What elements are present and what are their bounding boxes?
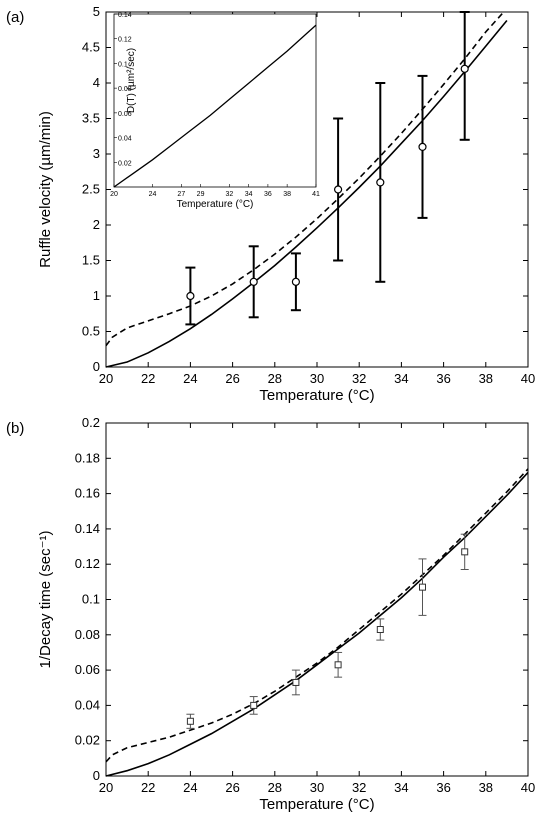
data-point	[186, 291, 195, 301]
data-point	[419, 583, 426, 591]
panel-label: (b)	[6, 420, 24, 437]
x-tick-label: 38	[479, 371, 493, 386]
y-tick-label: 0.08	[75, 627, 100, 642]
solid-curve	[105, 471, 529, 777]
inset-x-tick-label: 41	[312, 191, 320, 198]
y-tick-label: 0	[93, 768, 100, 783]
y-tick-label: 0.14	[75, 521, 100, 536]
x-tick-label: 28	[268, 780, 282, 795]
inset-y-tick-label: 0.14	[118, 12, 132, 19]
x-tick-label: 30	[310, 371, 324, 386]
plot-frame	[105, 422, 529, 777]
y-tick-label: 0	[93, 359, 100, 374]
inset-y-tick-label: 0.1	[118, 61, 128, 68]
x-tick-label: 40	[521, 371, 535, 386]
x-tick-label: 34	[394, 371, 408, 386]
x-tick-label: 30	[310, 780, 324, 795]
x-axis-label: Temperature (°C)	[259, 796, 374, 813]
data-point	[334, 661, 342, 669]
inset-curve	[113, 24, 317, 188]
inset-x-axis-label: Temperature (°C)	[177, 199, 254, 210]
y-tick-label: 3	[93, 146, 100, 161]
dashed-curve	[105, 11, 505, 347]
data-point	[460, 64, 469, 73]
x-tick-label: 26	[225, 371, 239, 386]
x-tick-label: 28	[268, 371, 282, 386]
data-point	[376, 626, 384, 634]
y-tick-label: 0.2	[82, 415, 100, 430]
inset-y-axis-label: D(T) (µm²/sec)	[126, 48, 137, 113]
y-tick-label: 0.18	[75, 450, 100, 465]
data-point	[291, 277, 300, 286]
chart-panel-b: 20 22 24 26 28 30 32 34 36 38 40 0 0.02 0.04 0.06 0.08 0…	[6, 415, 535, 813]
y-tick-label: 0.1	[82, 592, 100, 607]
x-tick-label: 36	[436, 371, 450, 386]
y-axis-label: 1/Decay time (sec⁻¹)	[37, 531, 54, 669]
data-point	[249, 277, 258, 286]
inset-y-tick-label: 0.04	[118, 136, 132, 143]
y-tick-label: 5	[93, 4, 100, 19]
y-tick-label: 4	[93, 75, 100, 90]
inset-x-tick-label: 27	[177, 191, 185, 198]
inset-y-tick-label: 0.08	[118, 86, 132, 93]
inset-y-tick-label: 0.02	[118, 160, 132, 167]
y-tick-label: 0.5	[82, 324, 100, 339]
x-tick-label: 24	[183, 371, 197, 386]
x-tick-label: 20	[99, 780, 113, 795]
inset-x-tick-label: 24	[149, 191, 157, 198]
x-tick-label: 34	[394, 780, 408, 795]
inset-plot: 20 24 27 29 32 34 36 38 41 0.02 0.04 0.06 0.08 0.1 0.1…	[110, 12, 320, 210]
inset-x-tick-label: 34	[245, 191, 253, 198]
inset-x-tick-label: 36	[264, 191, 272, 198]
inset-frame	[113, 13, 317, 188]
inset-y-tick-label: 0.06	[118, 111, 132, 118]
data-point	[334, 185, 343, 194]
y-tick-label: 1	[93, 288, 100, 303]
inset-x-tick-label: 38	[283, 191, 291, 198]
x-tick-label: 26	[225, 780, 239, 795]
y-tick-label: 4.5	[82, 40, 100, 55]
x-tick-label: 20	[99, 371, 113, 386]
inset-y-tick-label: 0.12	[118, 37, 132, 44]
y-tick-label: 0.04	[75, 697, 100, 712]
x-tick-label: 36	[436, 780, 450, 795]
y-tick-label: 1.5	[82, 253, 100, 268]
x-tick-label: 22	[141, 371, 155, 386]
x-tick-label: 22	[141, 780, 155, 795]
x-axis-label: Temperature (°C)	[259, 387, 374, 404]
data-point	[292, 678, 300, 686]
y-tick-label: 3.5	[82, 111, 100, 126]
x-tick-label: 32	[352, 371, 366, 386]
data-point	[376, 178, 385, 187]
y-axis-label: Ruffle velocity (µm/min)	[37, 111, 54, 268]
panel-label: (a)	[6, 9, 24, 26]
inset-x-tick-label: 32	[226, 191, 234, 198]
x-tick-label: 40	[521, 780, 535, 795]
data-point	[418, 142, 427, 151]
y-tick-label: 2	[93, 217, 100, 232]
y-tick-label: 0.02	[75, 733, 100, 748]
y-tick-label: 0.06	[75, 662, 100, 677]
y-tick-label: 0.16	[75, 486, 100, 501]
y-tick-label: 0.12	[75, 556, 100, 571]
solid-curve	[105, 20, 508, 368]
inset-x-tick-label: 29	[197, 191, 205, 198]
dashed-curve	[105, 468, 529, 763]
x-tick-label: 38	[479, 780, 493, 795]
x-tick-label: 24	[183, 780, 197, 795]
data-point	[250, 701, 258, 709]
data-point	[186, 717, 194, 725]
inset-x-tick-label: 20	[110, 191, 118, 198]
chart-panel-a: 20 22 24 26 28 30 32 34 36 38 40 0 0.5 1 1.5 2 2.5 3 3.5 4 4…	[6, 4, 535, 404]
y-tick-label: 2.5	[82, 182, 100, 197]
data-point	[461, 548, 469, 556]
x-tick-label: 32	[352, 780, 366, 795]
